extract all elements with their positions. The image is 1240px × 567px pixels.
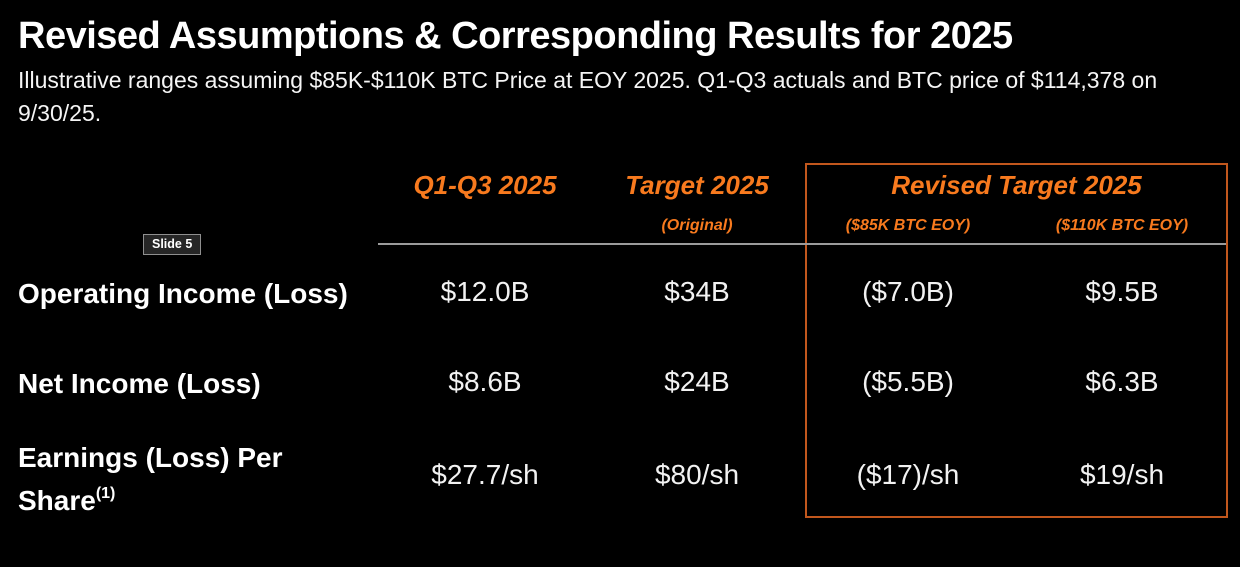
column-group-header-revised-target-2025: Revised Target 2025	[891, 170, 1142, 200]
slide-subtitle: Illustrative ranges assuming $85K-$110K …	[18, 67, 1158, 126]
eps-label-text: Earnings (Loss) Per Share	[18, 442, 283, 516]
column-header-q1-q3-2025: Q1-Q3 2025	[413, 170, 557, 200]
cell-net-income-q1q3: $8.6B	[448, 366, 522, 397]
row-label-operating-income: Operating Income (Loss)	[18, 278, 348, 309]
cell-net-income-target: $24B	[664, 366, 730, 397]
cell-net-income-revised-85k: ($5.5B)	[862, 366, 954, 397]
cell-operating-income-target: $34B	[664, 276, 730, 307]
table-header-divider	[378, 243, 1226, 245]
row-label-net-income: Net Income (Loss)	[18, 368, 261, 399]
footnote-marker: (1)	[95, 485, 116, 502]
cell-eps-q1q3: $27.7/sh	[431, 459, 539, 490]
cell-net-income-revised-110k: $6.3B	[1085, 366, 1159, 397]
cell-operating-income-revised-85k: ($7.0B)	[862, 276, 954, 307]
cell-eps-target: $80/sh	[654, 459, 740, 490]
column-subheader-110k-btc-eoy: ($110K BTC EOY)	[1055, 217, 1189, 234]
cell-operating-income-revised-110k: $9.5B	[1085, 276, 1159, 307]
cell-operating-income-q1q3: $12.0B	[440, 276, 530, 307]
column-subheader-original: (Original)	[661, 217, 733, 234]
slide-title: Revised Assumptions & Corresponding Resu…	[18, 15, 1013, 57]
slide-number-badge: Slide 5	[143, 234, 202, 255]
column-subheader-85k-btc-eoy: ($85K BTC EOY)	[845, 217, 971, 234]
column-header-target-2025: Target 2025	[625, 170, 769, 200]
row-label-earnings-per-share: Earnings (Loss) Per Share(1)	[18, 440, 348, 519]
cell-eps-revised-85k: ($17)/sh	[856, 459, 960, 490]
cell-eps-revised-110k: $19/sh	[1079, 459, 1165, 490]
